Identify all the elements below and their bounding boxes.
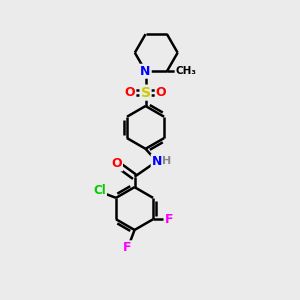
Text: F: F bbox=[165, 213, 174, 226]
Text: O: O bbox=[156, 86, 166, 99]
Text: H: H bbox=[162, 156, 171, 166]
Text: N: N bbox=[140, 65, 151, 78]
Text: O: O bbox=[125, 86, 135, 99]
Text: N: N bbox=[152, 155, 162, 168]
Text: O: O bbox=[111, 158, 122, 170]
Text: Cl: Cl bbox=[93, 184, 106, 197]
Text: F: F bbox=[123, 241, 131, 254]
Text: S: S bbox=[140, 85, 151, 100]
Text: CH₃: CH₃ bbox=[176, 66, 197, 76]
